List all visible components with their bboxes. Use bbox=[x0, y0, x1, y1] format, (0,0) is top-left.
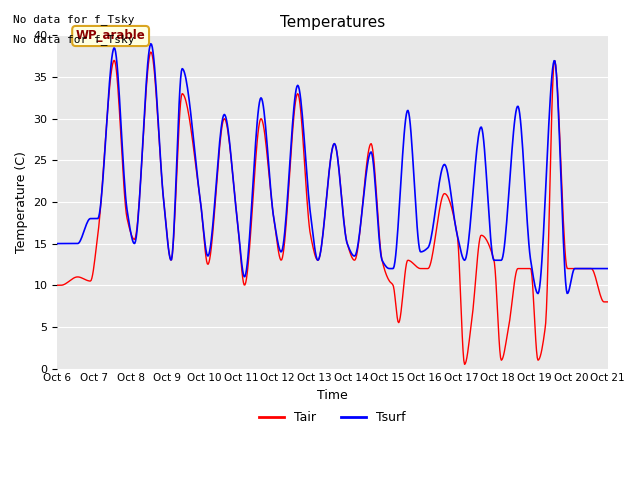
Tsurf bbox=[120, 172, 128, 178]
Tsurf bbox=[63, 240, 71, 246]
Tsurf bbox=[604, 266, 612, 272]
Text: No data for f_Tsky: No data for f_Tsky bbox=[13, 34, 134, 45]
Tair bbox=[177, 99, 184, 105]
Tair bbox=[147, 49, 155, 55]
Tsurf bbox=[147, 41, 155, 47]
Tair bbox=[120, 184, 128, 190]
Line: Tsurf: Tsurf bbox=[58, 44, 608, 294]
Tair bbox=[54, 282, 61, 288]
Tair bbox=[400, 279, 408, 285]
Tair bbox=[604, 299, 612, 305]
Tsurf bbox=[177, 76, 184, 82]
Tair bbox=[417, 265, 424, 271]
X-axis label: Time: Time bbox=[317, 389, 348, 402]
Tsurf bbox=[54, 240, 61, 246]
Tsurf bbox=[417, 249, 424, 254]
Tair bbox=[461, 361, 468, 367]
Y-axis label: Temperature (C): Temperature (C) bbox=[15, 151, 28, 253]
Tair bbox=[63, 280, 71, 286]
Tair bbox=[206, 256, 214, 262]
Title: Temperatures: Temperatures bbox=[280, 15, 385, 30]
Line: Tair: Tair bbox=[58, 52, 608, 364]
Tsurf bbox=[534, 291, 542, 297]
Legend: Tair, Tsurf: Tair, Tsurf bbox=[254, 406, 411, 429]
Text: No data for f_Tsky: No data for f_Tsky bbox=[13, 14, 134, 25]
Tsurf bbox=[400, 132, 408, 138]
Text: WP_arable: WP_arable bbox=[76, 29, 145, 43]
Tsurf bbox=[206, 248, 214, 254]
